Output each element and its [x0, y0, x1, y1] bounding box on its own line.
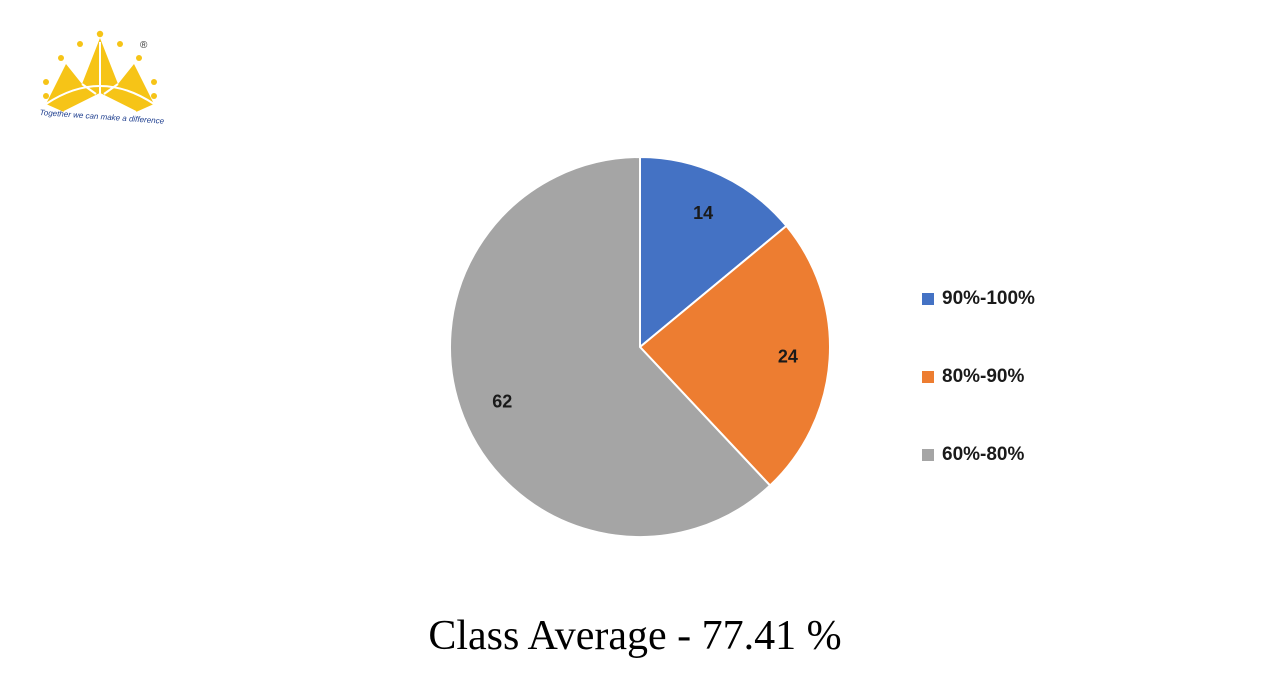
- legend-item: 90%-100%: [922, 284, 1102, 314]
- legend-label: 90%-100%: [942, 288, 1035, 309]
- pie-data-labels: 14 24 62: [492, 203, 798, 412]
- legend-swatch: [922, 371, 934, 383]
- legend-swatch: [922, 293, 934, 305]
- legend-swatch: [922, 449, 934, 461]
- legend-label: 60%-80%: [942, 444, 1025, 465]
- pie-data-label: 14: [693, 203, 713, 223]
- legend-label: 80%-90%: [942, 366, 1025, 387]
- chart-legend: 90%-100% 80%-90% 60%-80%: [922, 284, 1102, 518]
- class-average-title: Class Average - 77.41 %: [428, 613, 842, 659]
- pie-slice-90-100: [639, 155, 788, 350]
- pie-slice-80-90: [638, 224, 831, 487]
- registered-mark: ®: [140, 40, 148, 51]
- pie-chart: 14 24 62: [449, 155, 831, 538]
- pie-data-label: 62: [492, 392, 512, 412]
- pie-slice-60-80: [449, 155, 772, 538]
- legend-item: 80%-90%: [922, 362, 1102, 392]
- pie-slices: [449, 155, 831, 538]
- pie-data-label: 24: [778, 346, 798, 366]
- sun-crown-icon: [43, 30, 157, 113]
- legend-item: 60%-80%: [922, 440, 1102, 470]
- logo: ®: [43, 30, 157, 113]
